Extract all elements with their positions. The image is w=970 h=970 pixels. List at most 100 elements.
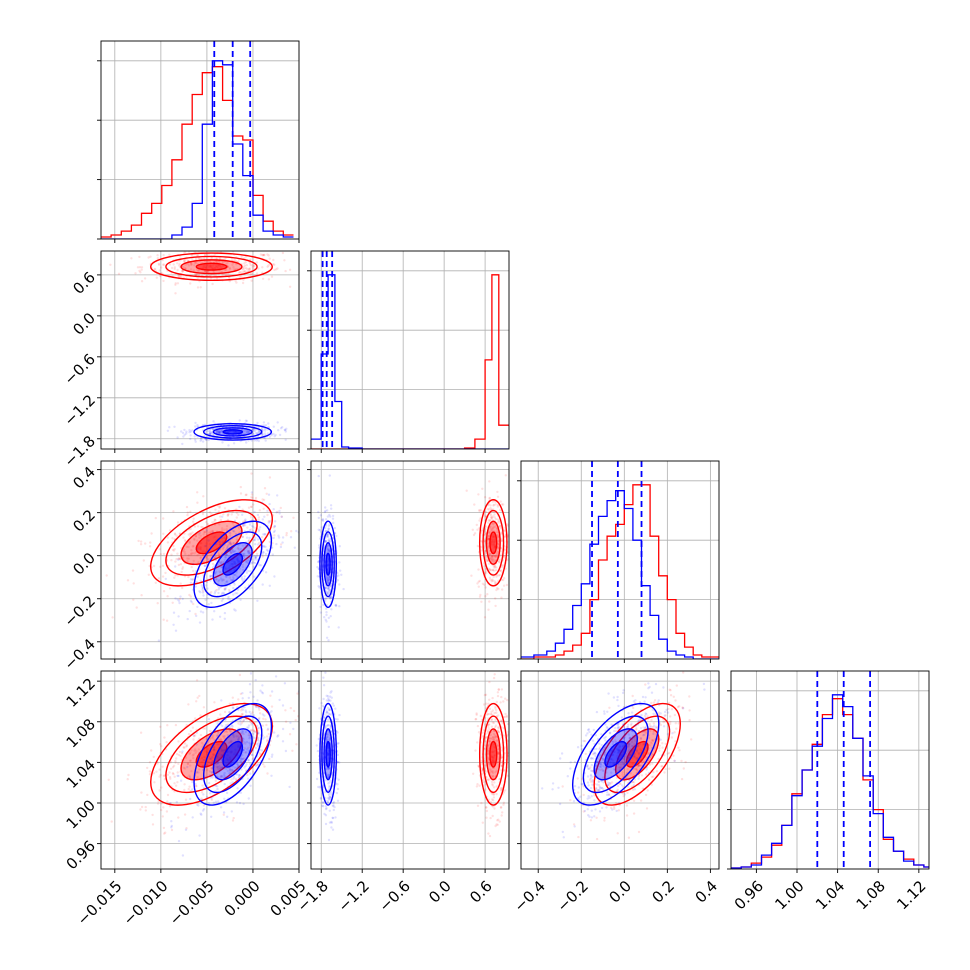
sample-point [325, 620, 328, 623]
sample-point [158, 269, 161, 272]
sample-point [180, 752, 184, 755]
sample-point [159, 743, 162, 746]
sample-point [626, 768, 629, 771]
sample-point [236, 592, 239, 595]
sample-point [247, 696, 250, 700]
sample-point [211, 571, 214, 574]
sample-point [599, 768, 602, 772]
sample-point [249, 712, 253, 716]
sample-point [628, 747, 631, 750]
sample-point [219, 775, 223, 778]
sample-point [241, 281, 245, 285]
sample-point [492, 525, 495, 529]
sample-point [243, 267, 246, 270]
sample-point [326, 578, 329, 582]
sample-point [187, 732, 191, 736]
sample-point [242, 737, 245, 741]
sample-point [283, 428, 286, 431]
sample-point [254, 555, 257, 559]
sample-point [577, 786, 580, 789]
density-peak [223, 429, 243, 434]
sample-point [239, 529, 243, 532]
sample-point [253, 575, 256, 578]
sample-point [217, 761, 220, 764]
sample-point [200, 584, 203, 587]
sample-point [147, 256, 150, 259]
sample-point [206, 714, 209, 717]
sample-point [239, 598, 242, 601]
sample-point [203, 564, 207, 567]
sample-point [153, 268, 156, 271]
sample-point [493, 734, 497, 737]
sample-point [489, 513, 492, 516]
sample-point [194, 748, 197, 751]
sample-point [261, 253, 264, 257]
sample-point [241, 579, 244, 582]
sample-point [645, 768, 648, 771]
sample-point [213, 557, 217, 560]
sample-point [317, 785, 320, 789]
sample-point [195, 743, 198, 746]
sample-point [650, 701, 653, 705]
sample-point [110, 820, 113, 823]
sample-point [500, 539, 503, 542]
sample-point [191, 429, 194, 432]
sample-point [209, 575, 212, 579]
panel-content [107, 672, 302, 857]
sample-point [500, 532, 503, 535]
sample-point [601, 786, 604, 790]
sample-point [339, 569, 342, 572]
sample-point [158, 789, 161, 792]
sample-point [250, 586, 254, 589]
sample-point [329, 691, 332, 694]
sample-point [262, 545, 266, 548]
sample-point [183, 788, 186, 792]
sample-point [633, 778, 637, 781]
sample-point [242, 520, 245, 523]
sample-point [257, 742, 260, 745]
sample-point [588, 778, 592, 781]
sample-point [181, 270, 184, 273]
sample-point [247, 759, 250, 762]
sample-point [503, 535, 507, 538]
sample-point [244, 730, 247, 734]
sample-point [340, 573, 343, 576]
sample-point [181, 431, 185, 435]
sample-point [232, 706, 235, 710]
sample-point [596, 796, 599, 799]
sample-point [222, 591, 225, 594]
sample-point [183, 433, 186, 436]
sample-point [218, 431, 221, 434]
sample-point [275, 511, 278, 514]
sample-point [330, 608, 333, 611]
sample-point [489, 578, 492, 581]
sample-point [176, 436, 179, 439]
panel-3-2 [521, 671, 719, 869]
sample-point [514, 595, 516, 597]
sample-point [321, 801, 325, 804]
sample-point [620, 763, 623, 766]
sample-point [241, 568, 245, 572]
sample-point [276, 735, 279, 738]
sample-point [338, 713, 341, 717]
sample-point [505, 715, 508, 719]
sample-point [261, 684, 264, 687]
sample-point [487, 712, 491, 716]
sample-point [251, 721, 254, 725]
sample-point [194, 425, 197, 428]
sample-point [220, 754, 223, 757]
sample-point [300, 726, 302, 728]
sample-point [318, 586, 321, 589]
sample-point [327, 587, 330, 591]
sample-point [211, 735, 214, 738]
sample-point [270, 690, 274, 693]
sample-point [492, 503, 496, 507]
sample-point [220, 429, 223, 432]
sample-point [248, 262, 252, 265]
sample-point [326, 797, 330, 800]
contour-blue [193, 520, 273, 609]
sample-point [620, 766, 623, 769]
sample-point [328, 796, 331, 799]
contour-red [489, 740, 498, 768]
sample-point [338, 583, 341, 586]
